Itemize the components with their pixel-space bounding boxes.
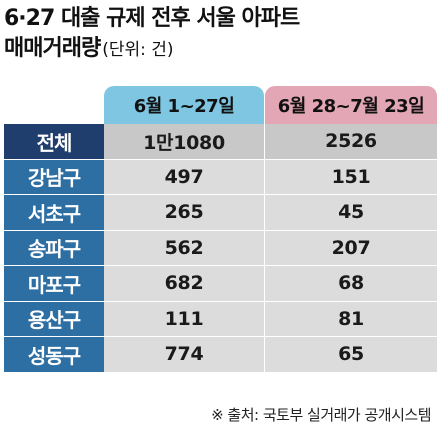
cell-after: 151 bbox=[265, 159, 437, 194]
table-row: 전체 1만1080 2526 bbox=[4, 124, 437, 160]
table-header-row: 6월 1~27일 6월 28~7월 23일 bbox=[4, 86, 437, 124]
header-spacer bbox=[4, 86, 104, 124]
title-main: 매매거래량 bbox=[4, 36, 101, 61]
table-row: 강남구 497 151 bbox=[4, 159, 437, 195]
cell-before: 562 bbox=[104, 230, 264, 265]
table-row: 서초구 265 45 bbox=[4, 195, 437, 231]
row-label: 마포구 bbox=[4, 266, 104, 301]
cell-before: 682 bbox=[104, 266, 264, 301]
title-block: 6·27 대출 규제 전후 서울 아파트 매매거래량 (단위: 건) bbox=[4, 4, 436, 65]
cell-after: 65 bbox=[265, 337, 437, 372]
title-line-2: 매매거래량 (단위: 건) bbox=[4, 34, 436, 65]
row-label: 강남구 bbox=[4, 159, 104, 194]
cell-after: 45 bbox=[265, 195, 437, 230]
title-line-1: 6·27 대출 규제 전후 서울 아파트 bbox=[4, 6, 300, 31]
cell-after: 207 bbox=[265, 230, 437, 265]
table-row: 송파구 562 207 bbox=[4, 230, 437, 266]
table-row: 마포구 682 68 bbox=[4, 266, 437, 302]
cell-after: 68 bbox=[265, 266, 437, 301]
row-label: 서초구 bbox=[4, 195, 104, 230]
cell-before: 1만1080 bbox=[104, 124, 264, 159]
row-label: 성동구 bbox=[4, 337, 104, 372]
row-label: 용산구 bbox=[4, 301, 104, 336]
cell-before: 497 bbox=[104, 159, 264, 194]
cell-before: 265 bbox=[104, 195, 264, 230]
column-header-after: 6월 28~7월 23일 bbox=[265, 86, 437, 124]
cell-before: 111 bbox=[104, 301, 264, 336]
source-note: ※ 출처: 국토부 실거래가 공개시스템 bbox=[211, 406, 431, 424]
row-label: 송파구 bbox=[4, 230, 104, 265]
transaction-table: 6월 1~27일 6월 28~7월 23일 전체 1만1080 2526 강남구… bbox=[4, 86, 437, 373]
table-row: 용산구 111 81 bbox=[4, 301, 437, 337]
cell-after: 2526 bbox=[265, 124, 437, 159]
row-label: 전체 bbox=[4, 124, 104, 159]
cell-after: 81 bbox=[265, 301, 437, 336]
unit-label: (단위: 건) bbox=[102, 40, 174, 60]
column-header-before: 6월 1~27일 bbox=[104, 86, 264, 124]
cell-before: 774 bbox=[104, 337, 264, 372]
table-row: 성동구 774 65 bbox=[4, 337, 437, 373]
